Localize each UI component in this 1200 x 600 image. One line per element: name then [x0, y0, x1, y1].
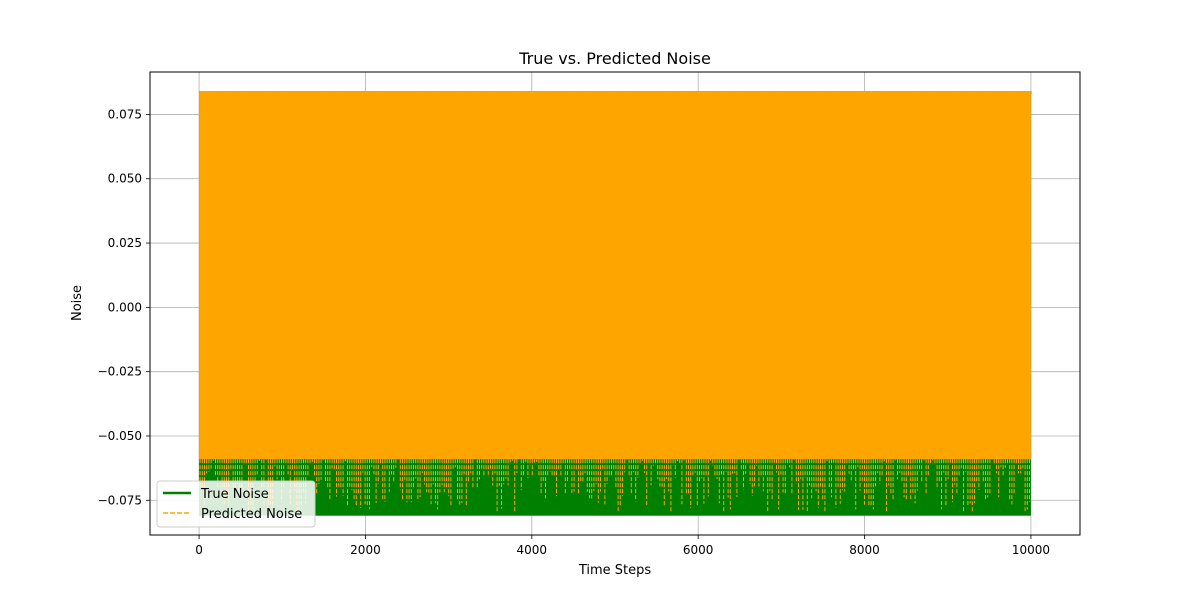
- y-tick-label: −0.050: [98, 429, 142, 443]
- x-tick-label: 6000: [683, 543, 714, 557]
- y-tick-label: −0.025: [98, 365, 142, 379]
- x-tick-label: 0: [195, 543, 203, 557]
- tick-layer: 0 2000 4000 6000 8000 10000 −0.075 −0.050 −0.025…: [98, 107, 1050, 557]
- x-tick-label: 10000: [1012, 543, 1050, 557]
- series-predicted-noise: [199, 91, 1031, 513]
- x-tick-label: 2000: [350, 543, 381, 557]
- y-tick-label: 0.075: [108, 107, 142, 121]
- chart-title: True vs. Predicted Noise: [518, 49, 711, 68]
- y-tick-label: 0.025: [108, 236, 142, 250]
- legend-predicted-noise-label: Predicted Noise: [201, 507, 302, 522]
- legend-box: [156, 480, 316, 528]
- y-tick-label: 0.050: [108, 172, 142, 186]
- legend-true-noise-label: True Noise: [200, 487, 269, 502]
- x-tick-label: 4000: [517, 543, 548, 557]
- y-tick-label: −0.075: [98, 493, 142, 507]
- legend: True Noise Predicted Noise: [156, 480, 316, 528]
- y-tick-label: 0.000: [108, 300, 142, 314]
- x-tick-label: 8000: [849, 543, 880, 557]
- predicted-noise-band: [199, 91, 1031, 460]
- series-layer: [199, 91, 1032, 516]
- x-axis-label: Time Steps: [578, 563, 652, 578]
- predicted-noise-texture: [199, 459, 1030, 513]
- plot-frame: [149, 71, 1081, 536]
- y-axis-label: Noise: [70, 285, 85, 321]
